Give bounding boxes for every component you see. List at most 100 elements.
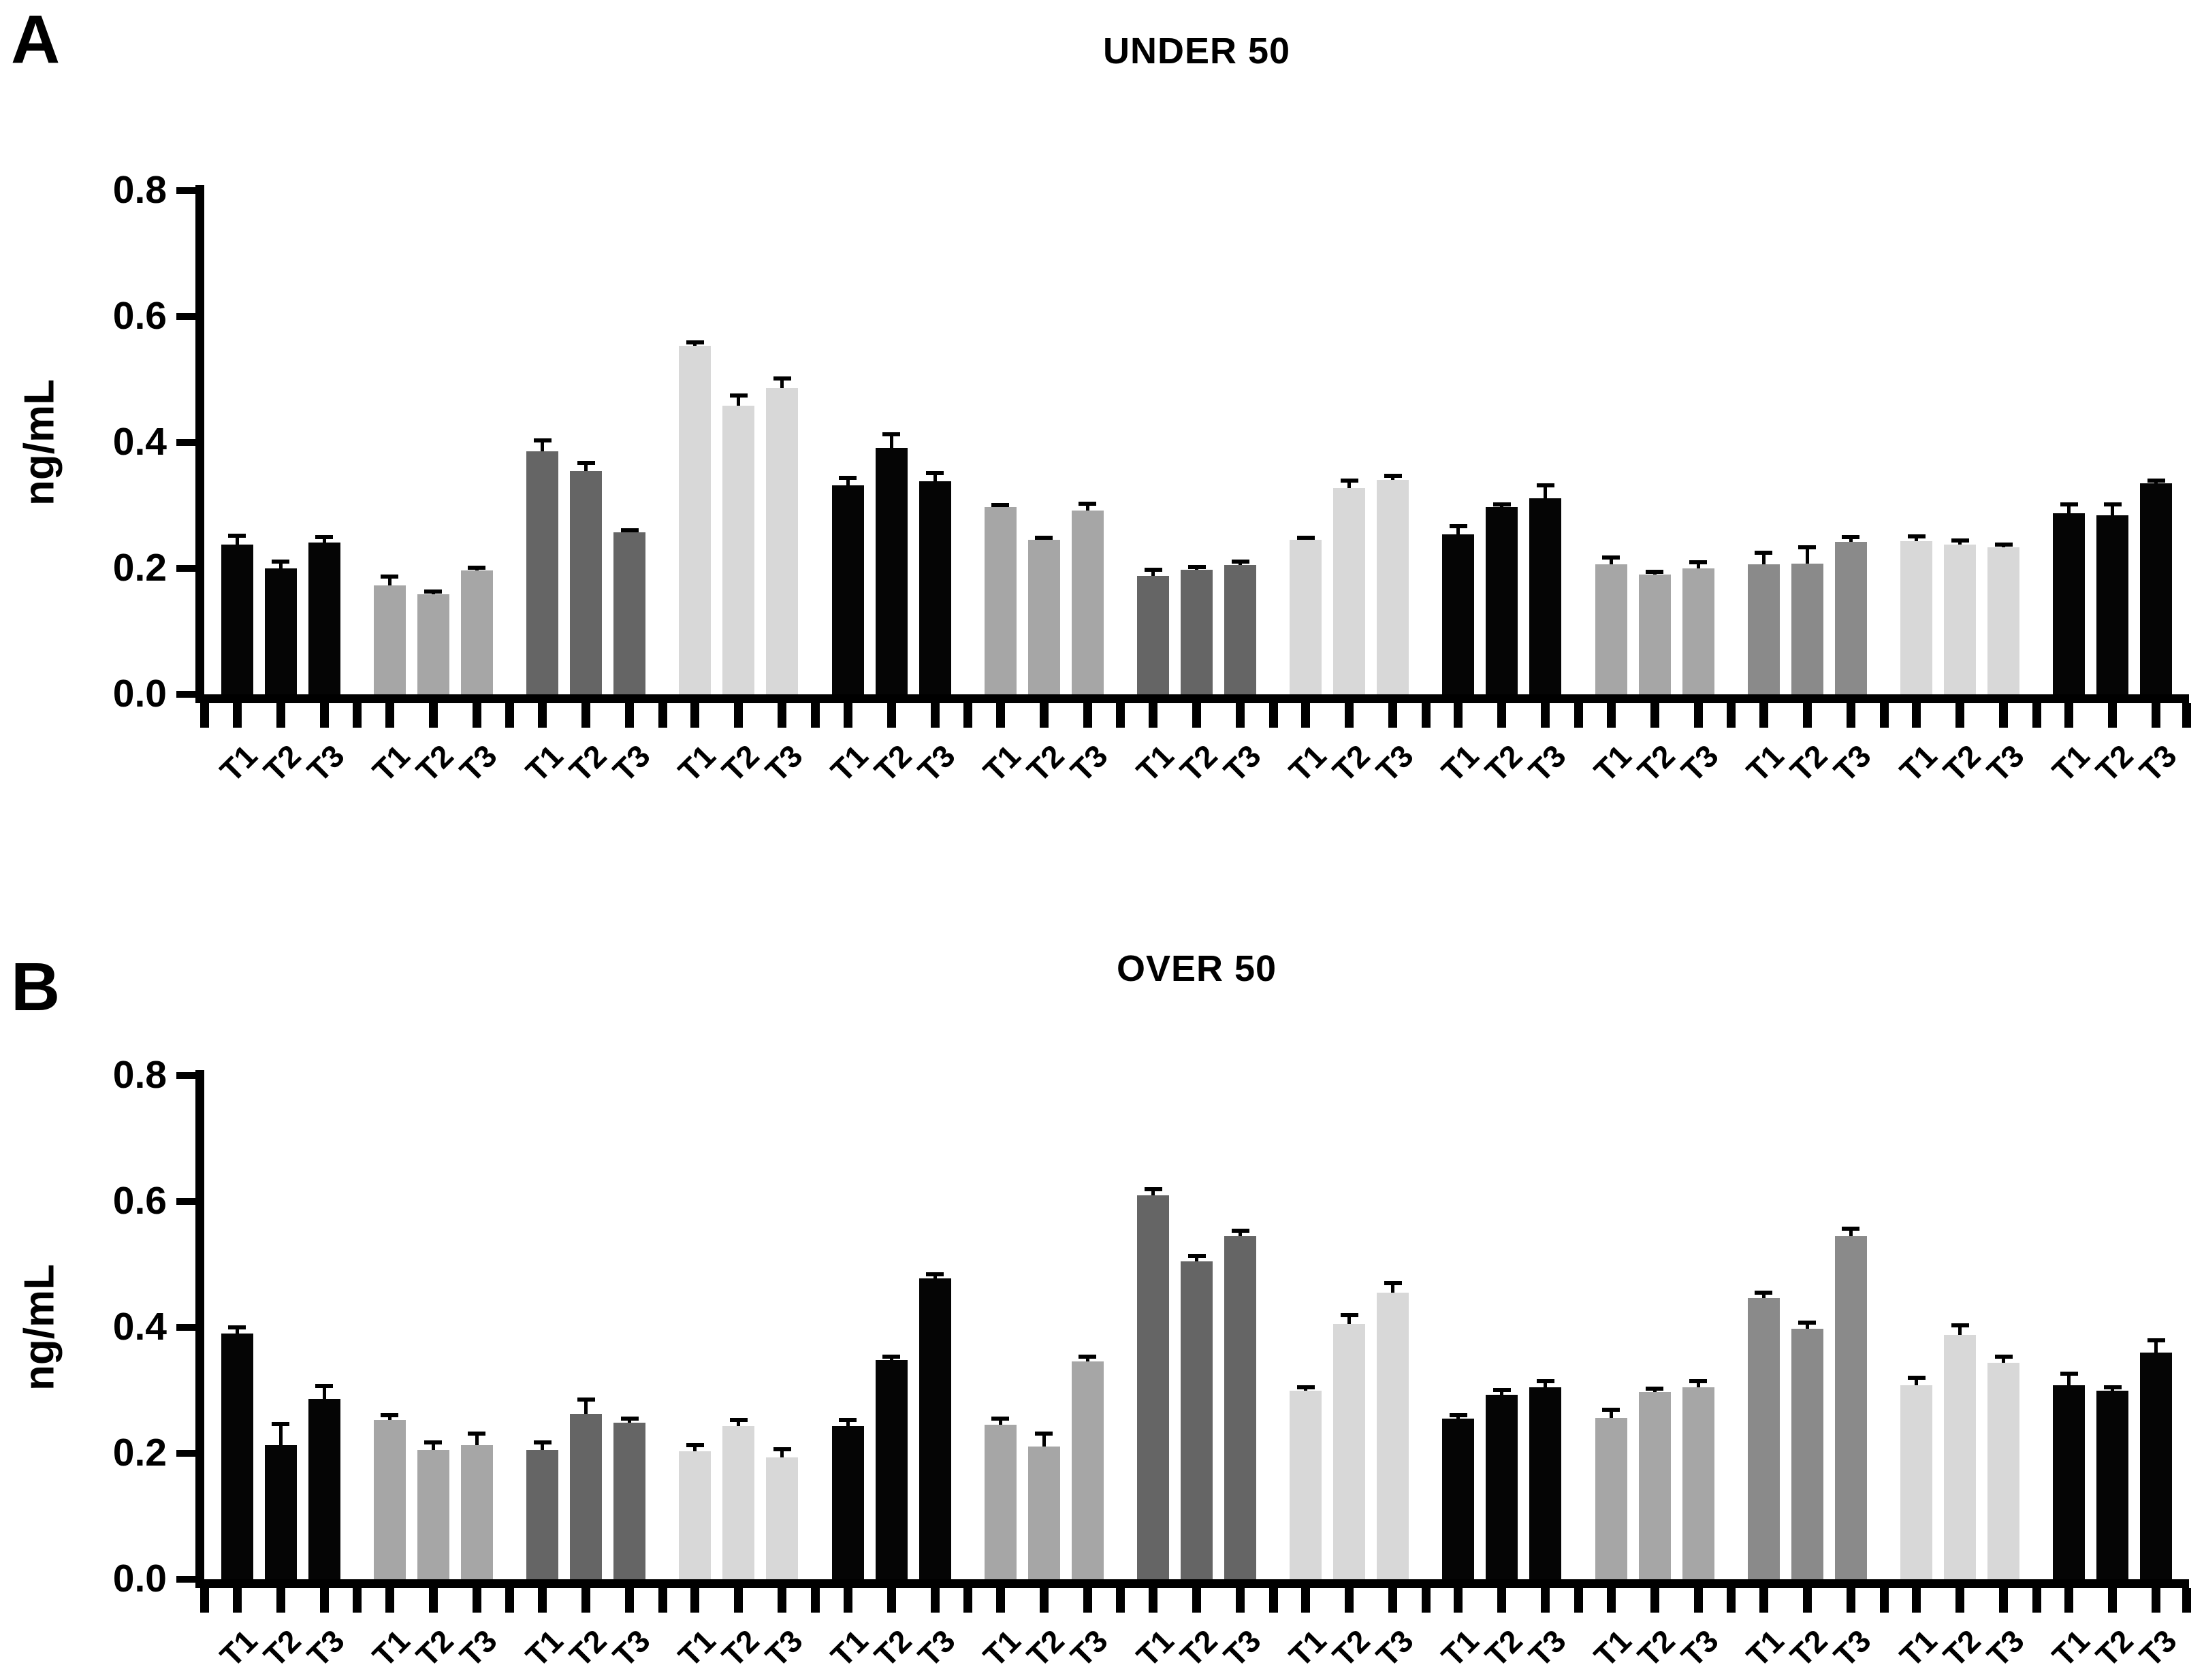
error-bar-cap (1798, 545, 1817, 550)
x-axis-tick (385, 1588, 394, 1613)
error-bar-cap (1994, 542, 2013, 547)
x-axis-tick (734, 703, 744, 728)
error-bar-line (780, 1449, 784, 1457)
x-axis-line (195, 1579, 2189, 1588)
x-axis-tick (538, 703, 547, 728)
error-bar-cap (1449, 1412, 1467, 1417)
panel-letter-a: A (11, 1, 61, 78)
x-axis-tick (1606, 1588, 1616, 1613)
error-bar-cap (926, 1272, 944, 1277)
x-axis-tick (1912, 703, 1921, 728)
bar-t2-group2 (417, 1450, 449, 1579)
x-axis-tick (930, 703, 940, 728)
x-axis-tick (1541, 703, 1550, 728)
x-axis-tick (810, 1588, 820, 1613)
plot-area-over-50: 0.0 0.2 0.4 0.6 0.8 T1 T2 T3 T1 T2 T3 T1 T2 T3 T1 T2 T3 T… (113, 1056, 2191, 1674)
error-bar-cap (2147, 1338, 2165, 1342)
bar-t1-group4 (679, 345, 712, 694)
x-axis-tick (1879, 703, 1889, 728)
error-bar-line (1696, 1380, 1700, 1387)
error-bar-line (1347, 1315, 1352, 1325)
error-bar-line (1544, 485, 1548, 499)
error-bar-cap (1340, 478, 1358, 483)
x-axis-tick (2182, 703, 2191, 728)
error-bar-cap (533, 1440, 552, 1445)
y-axis-tick (176, 691, 195, 698)
error-bar-cap (2147, 478, 2165, 483)
error-bar-line (278, 1424, 283, 1445)
x-axis-tick (1345, 1588, 1354, 1613)
y-tick-label: 0.6 (112, 1179, 167, 1223)
x-axis-tick (353, 1588, 362, 1613)
x-axis-tick (1846, 703, 1855, 728)
x-axis-tick (1759, 703, 1768, 728)
x-axis-tick (658, 703, 667, 728)
error-bar-cap (1492, 1387, 1511, 1392)
x-axis-tick (2152, 1588, 2161, 1613)
error-bar-cap (228, 1325, 246, 1329)
error-bar-cap (1798, 1320, 1817, 1325)
y-tick-label: 0.2 (112, 1431, 167, 1474)
error-bar-cap (2103, 1385, 2122, 1389)
error-bar-line (1456, 526, 1460, 535)
error-bar-cap (991, 1417, 1010, 1421)
x-axis-tick (1236, 1588, 1245, 1613)
x-axis-tick (1345, 703, 1354, 728)
bar-t2-group8 (1333, 487, 1366, 694)
bar-t1-group7 (1137, 1195, 1169, 1579)
error-bar-line (1500, 1389, 1504, 1395)
x-axis-tick (1846, 1588, 1855, 1613)
bar-t3-group9 (1529, 1387, 1562, 1579)
x-axis-tick (1421, 703, 1431, 728)
error-bar-line (933, 473, 937, 482)
x-axis-tick (658, 1588, 667, 1613)
chart-title-under-50: UNDER 50 (1102, 31, 1291, 71)
bar-t1-group8 (1290, 1390, 1322, 1579)
panel-over-50: B OVER 50 ng/mL 0.0 0.2 0.4 0.6 0.8 T1 T2 T3 T1 T… (0, 885, 2204, 1680)
bar-t1-group6 (984, 1425, 1017, 1579)
bar-t3-group7 (1224, 1235, 1256, 1579)
error-bar-cap (424, 589, 443, 594)
x-axis-tick (472, 1588, 481, 1613)
error-bar-line (1544, 1380, 1548, 1387)
bar-t2-group9 (1486, 507, 1518, 694)
error-bar-line (1761, 1293, 1766, 1298)
error-bar-cap (773, 376, 791, 381)
y-axis-tick (176, 439, 195, 446)
x-axis-tick (1727, 1588, 1736, 1613)
x-axis-tick (1999, 1588, 2009, 1613)
bar-t3-group2 (460, 570, 493, 694)
x-axis-tick (200, 703, 209, 728)
x-axis-tick (472, 703, 481, 728)
x-axis-tick (995, 703, 1005, 728)
x-axis-tick (276, 703, 285, 728)
bar-t2-group1 (264, 1444, 297, 1579)
x-axis-tick (1083, 703, 1092, 728)
x-axis-tick (353, 703, 362, 728)
x-axis-tick (232, 703, 242, 728)
bar-t3-group13 (2140, 1353, 2173, 1579)
error-bar-cap (577, 460, 595, 465)
y-axis-tick (176, 565, 195, 572)
bar-t3-group11 (1834, 542, 1867, 694)
error-bar-line (387, 1415, 392, 1420)
bar-t1-group13 (2053, 1385, 2086, 1579)
bar-t2-group13 (2096, 1390, 2129, 1579)
error-bar-line (1915, 536, 1919, 542)
error-bar-cap (272, 1422, 290, 1427)
x-axis-tick (1574, 1588, 1584, 1613)
y-tick-label: 0.8 (112, 1053, 167, 1097)
error-bar-cap (991, 502, 1010, 507)
x-axis-tick (2032, 1588, 2041, 1613)
x-axis-tick (385, 703, 394, 728)
x-axis-tick (200, 1588, 209, 1613)
x-axis-tick (1236, 703, 1245, 728)
error-bar-cap (1602, 555, 1620, 560)
x-axis-tick (1497, 703, 1507, 728)
x-axis-tick (778, 1588, 787, 1613)
error-bar-cap (1187, 1254, 1206, 1259)
x-axis-tick (581, 1588, 591, 1613)
bar-t1-group11 (1747, 1297, 1780, 1579)
x-axis-tick (887, 1588, 896, 1613)
error-bar-line (584, 1400, 588, 1414)
